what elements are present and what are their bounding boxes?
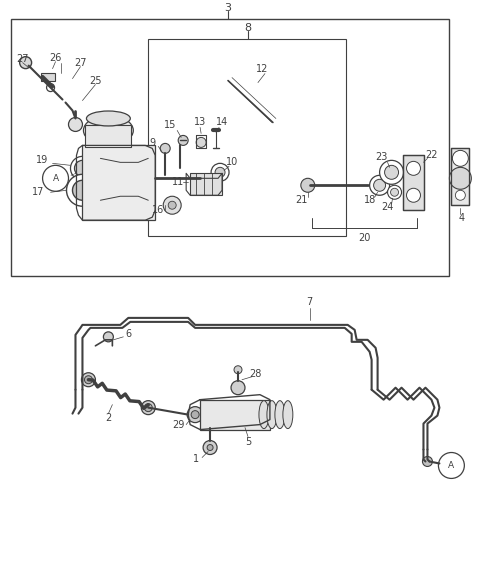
Text: 13: 13 (194, 118, 206, 127)
Text: 22: 22 (425, 151, 438, 160)
Text: 12: 12 (256, 63, 268, 74)
Ellipse shape (259, 401, 269, 428)
Circle shape (207, 444, 213, 451)
Circle shape (74, 160, 90, 177)
Text: A: A (448, 461, 455, 470)
Circle shape (72, 181, 93, 200)
Text: 27: 27 (16, 54, 29, 63)
Ellipse shape (267, 401, 277, 428)
Text: 28: 28 (249, 368, 261, 379)
Text: 11: 11 (172, 177, 184, 187)
Circle shape (422, 457, 432, 466)
Text: 5: 5 (245, 436, 251, 447)
Circle shape (20, 57, 32, 68)
Text: 4: 4 (458, 213, 465, 223)
Ellipse shape (86, 111, 130, 126)
Bar (11, 19, 449, 276)
Bar (148, 38, 346, 236)
Text: 27: 27 (74, 58, 87, 68)
Circle shape (407, 188, 420, 202)
Text: 8: 8 (244, 23, 252, 33)
Circle shape (43, 165, 69, 191)
Text: 9: 9 (149, 139, 156, 148)
Text: 17: 17 (32, 187, 45, 198)
Text: 29: 29 (172, 419, 184, 430)
Circle shape (407, 161, 420, 175)
Circle shape (47, 84, 55, 92)
Text: A: A (52, 174, 59, 183)
Text: 19: 19 (36, 155, 48, 165)
Circle shape (438, 452, 464, 478)
Ellipse shape (275, 401, 285, 428)
Circle shape (231, 381, 245, 395)
Text: 20: 20 (359, 233, 371, 243)
Ellipse shape (283, 401, 293, 428)
Text: 23: 23 (375, 152, 388, 162)
Circle shape (384, 165, 398, 179)
Text: 7: 7 (307, 297, 313, 307)
Circle shape (234, 366, 242, 374)
Circle shape (203, 440, 217, 454)
Polygon shape (451, 148, 469, 205)
Polygon shape (200, 400, 270, 430)
Text: 3: 3 (225, 3, 231, 13)
Circle shape (380, 160, 404, 185)
Text: 1: 1 (193, 454, 199, 465)
Bar (41, 72, 55, 80)
Text: 16: 16 (152, 205, 164, 215)
Text: 14: 14 (216, 118, 228, 127)
Circle shape (370, 175, 390, 195)
Text: 18: 18 (363, 195, 376, 205)
Text: 15: 15 (164, 121, 176, 130)
Circle shape (301, 178, 315, 192)
Circle shape (449, 168, 471, 189)
Text: 2: 2 (105, 413, 111, 423)
Circle shape (163, 196, 181, 214)
Circle shape (103, 332, 113, 342)
Polygon shape (190, 173, 222, 195)
Bar (85, 126, 132, 147)
Text: 21: 21 (296, 195, 308, 205)
Circle shape (82, 373, 96, 387)
Circle shape (141, 401, 155, 415)
Circle shape (196, 138, 206, 147)
Text: 10: 10 (226, 157, 238, 168)
Polygon shape (403, 156, 424, 210)
Circle shape (144, 404, 152, 411)
Text: 25: 25 (89, 76, 102, 85)
Text: 24: 24 (382, 202, 394, 212)
Circle shape (387, 185, 402, 199)
Circle shape (168, 201, 176, 209)
Circle shape (84, 376, 93, 384)
Circle shape (178, 135, 188, 145)
Circle shape (67, 174, 98, 206)
Circle shape (373, 179, 385, 191)
Ellipse shape (84, 115, 133, 145)
Circle shape (71, 156, 95, 181)
Circle shape (452, 151, 468, 166)
Circle shape (211, 164, 229, 181)
Circle shape (69, 118, 83, 131)
Circle shape (191, 410, 199, 419)
Circle shape (391, 188, 398, 196)
Circle shape (187, 406, 203, 423)
Text: 26: 26 (49, 53, 62, 63)
Text: 6: 6 (125, 329, 132, 339)
Circle shape (215, 168, 225, 177)
Polygon shape (83, 145, 155, 220)
Circle shape (160, 143, 170, 153)
Circle shape (456, 190, 465, 200)
